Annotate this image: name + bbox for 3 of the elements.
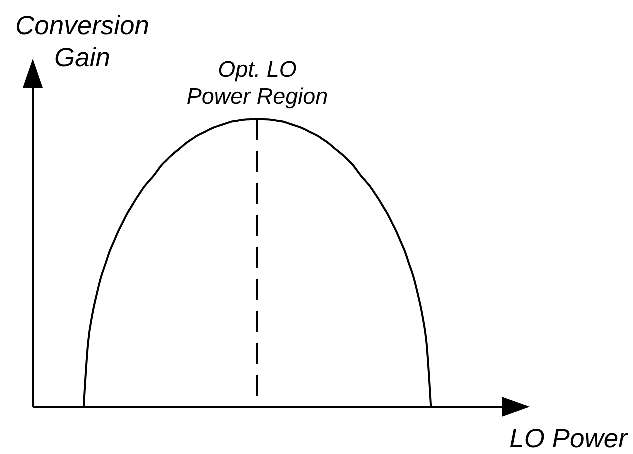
y-axis-title: Conversion Gain bbox=[15, 10, 150, 72]
x-axis-title: LO Power bbox=[510, 424, 629, 454]
annotation: Opt. LO Power Region bbox=[186, 57, 328, 109]
